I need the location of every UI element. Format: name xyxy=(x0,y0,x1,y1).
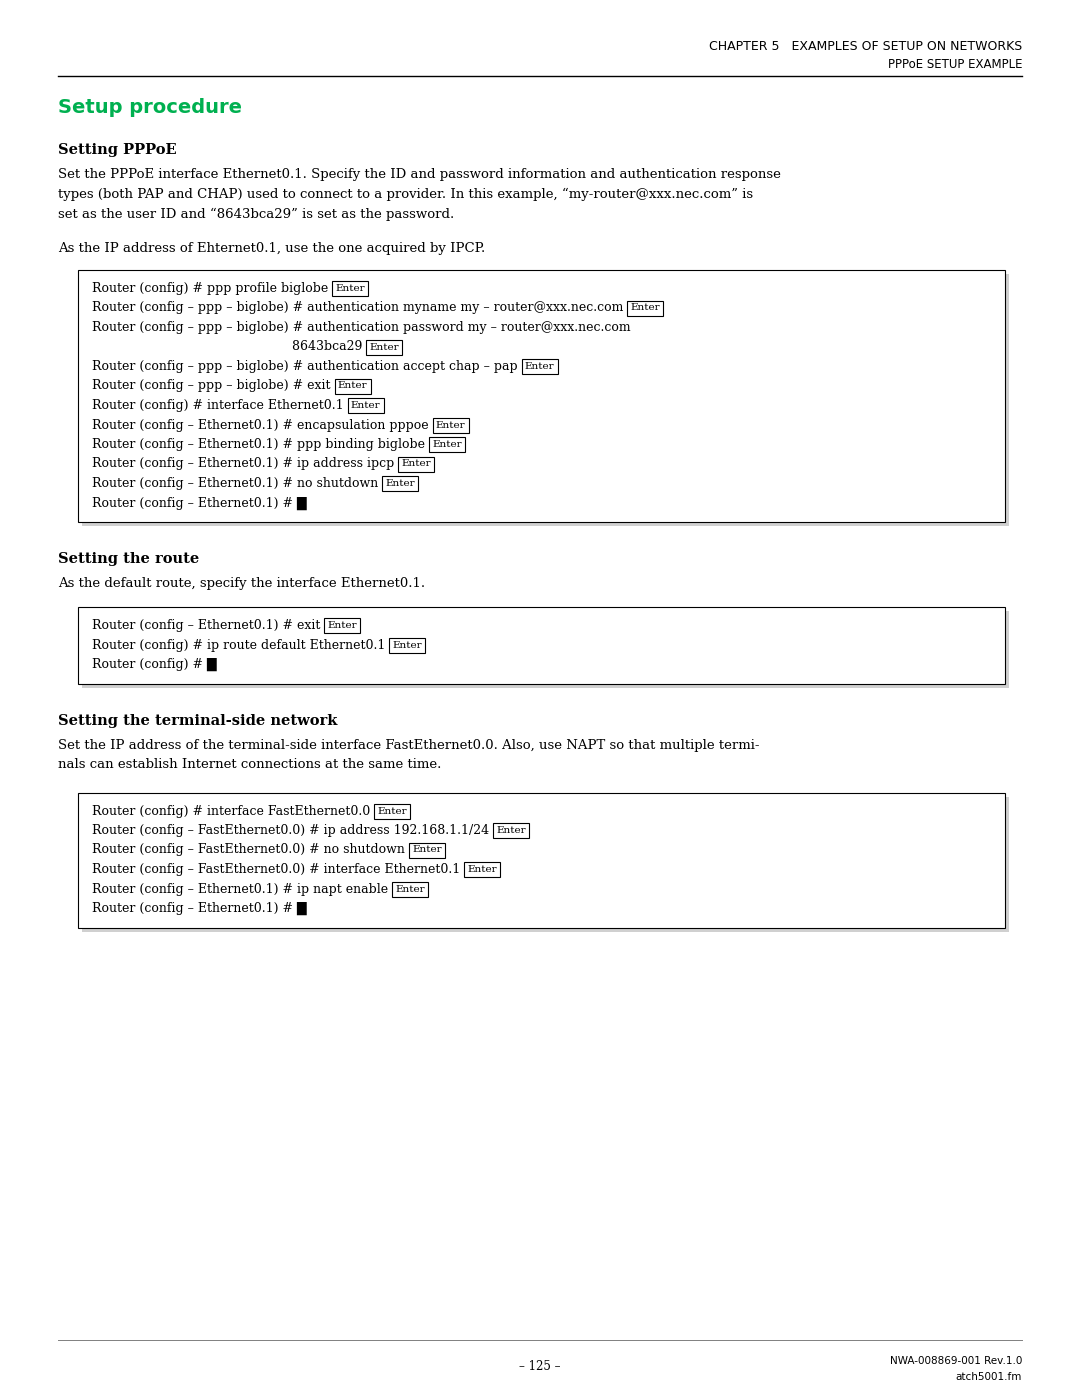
Bar xyxy=(409,842,445,858)
Text: Router (config – FastEthernet0.0) # ip address 192.168.1.1/24: Router (config – FastEthernet0.0) # ip a… xyxy=(92,824,489,837)
Text: Router (config – FastEthernet0.0) # interface Ethernet0.1: Router (config – FastEthernet0.0) # inte… xyxy=(92,863,460,876)
Bar xyxy=(82,796,1009,932)
Text: Router (config – Ethernet0.1) # ip address ipcp: Router (config – Ethernet0.1) # ip addre… xyxy=(92,457,394,471)
Text: Router (config – Ethernet0.1) # exit: Router (config – Ethernet0.1) # exit xyxy=(92,619,321,631)
Text: Router (config) # ip route default Ethernet0.1: Router (config) # ip route default Ether… xyxy=(92,638,386,651)
Text: Router (config – Ethernet0.1) # ip napt enable: Router (config – Ethernet0.1) # ip napt … xyxy=(92,883,388,895)
Text: Router (config – ppp – biglobe) # authentication password my – router@xxx.nec.co: Router (config – ppp – biglobe) # authen… xyxy=(92,321,631,334)
Text: Setting PPPoE: Setting PPPoE xyxy=(58,142,177,156)
Text: Setting the route: Setting the route xyxy=(58,552,199,566)
Bar xyxy=(335,379,370,394)
Text: Enter: Enter xyxy=(377,806,407,816)
Text: atch5001.fm: atch5001.fm xyxy=(956,1372,1022,1382)
Text: types (both PAP and CHAP) used to connect to a provider. In this example, “my-ro: types (both PAP and CHAP) used to connec… xyxy=(58,189,753,201)
Text: Router (config) # ppp profile biglobe: Router (config) # ppp profile biglobe xyxy=(92,282,328,295)
Text: set as the user ID and “8643bca29” is set as the password.: set as the user ID and “8643bca29” is se… xyxy=(58,208,455,221)
Bar xyxy=(333,281,368,296)
Text: Enter: Enter xyxy=(432,440,462,448)
Text: Router (config – Ethernet0.1) # ppp binding biglobe: Router (config – Ethernet0.1) # ppp bind… xyxy=(92,439,426,451)
Bar xyxy=(522,359,557,374)
Text: nals can establish Internet connections at the same time.: nals can establish Internet connections … xyxy=(58,759,442,771)
Text: Enter: Enter xyxy=(402,460,431,468)
Text: Router (config – Ethernet0.1) # encapsulation pppoe: Router (config – Ethernet0.1) # encapsul… xyxy=(92,419,429,432)
Text: Enter: Enter xyxy=(351,401,380,409)
Bar xyxy=(433,418,469,433)
Text: PPPoE SETUP EXAMPLE: PPPoE SETUP EXAMPLE xyxy=(888,59,1022,71)
Text: Enter: Enter xyxy=(468,865,497,875)
Text: Router (config) # interface Ethernet0.1: Router (config) # interface Ethernet0.1 xyxy=(92,400,343,412)
Text: Router (config – Ethernet0.1) # █: Router (config – Ethernet0.1) # █ xyxy=(92,496,307,510)
Text: Router (config – Ethernet0.1) # █: Router (config – Ethernet0.1) # █ xyxy=(92,902,307,915)
Text: Set the PPPoE interface Ethernet0.1. Specify the ID and password information and: Set the PPPoE interface Ethernet0.1. Spe… xyxy=(58,168,781,182)
Text: Enter: Enter xyxy=(395,884,424,894)
Text: NWA-008869-001 Rev.1.0: NWA-008869-001 Rev.1.0 xyxy=(890,1356,1022,1366)
Text: 8643bca29: 8643bca29 xyxy=(92,341,363,353)
Text: – 125 –: – 125 – xyxy=(519,1361,561,1373)
Bar xyxy=(464,862,500,877)
Text: Enter: Enter xyxy=(525,362,554,372)
Text: Enter: Enter xyxy=(369,342,400,352)
Bar xyxy=(429,437,465,453)
Bar xyxy=(366,339,403,355)
Text: Router (config – ppp – biglobe) # authentication myname my – router@xxx.nec.com: Router (config – ppp – biglobe) # authen… xyxy=(92,302,623,314)
Bar xyxy=(78,792,1005,928)
Text: Enter: Enter xyxy=(392,640,422,650)
Text: Enter: Enter xyxy=(336,284,365,293)
Text: Enter: Enter xyxy=(338,381,367,391)
Text: Router (config – ppp – biglobe) # exit: Router (config – ppp – biglobe) # exit xyxy=(92,380,330,393)
Bar xyxy=(627,300,663,316)
Bar xyxy=(392,882,428,897)
Bar xyxy=(82,274,1009,527)
Text: Router (config) # interface FastEthernet0.0: Router (config) # interface FastEthernet… xyxy=(92,805,370,817)
Bar xyxy=(78,608,1005,683)
Text: Router (config – ppp – biglobe) # authentication accept chap – pap: Router (config – ppp – biglobe) # authen… xyxy=(92,360,517,373)
Text: Enter: Enter xyxy=(327,622,357,630)
Bar xyxy=(348,398,383,414)
Text: Enter: Enter xyxy=(631,303,660,313)
Text: Router (config – FastEthernet0.0) # no shutdown: Router (config – FastEthernet0.0) # no s… xyxy=(92,844,405,856)
Bar xyxy=(399,457,434,472)
Text: Enter: Enter xyxy=(497,826,526,835)
Text: Set the IP address of the terminal-side interface FastEthernet0.0. Also, use NAP: Set the IP address of the terminal-side … xyxy=(58,739,759,752)
Text: Setup procedure: Setup procedure xyxy=(58,98,242,117)
Text: Setting the terminal-side network: Setting the terminal-side network xyxy=(58,714,337,728)
Text: Enter: Enter xyxy=(413,845,442,855)
Text: As the IP address of Ehternet0.1, use the one acquired by IPCP.: As the IP address of Ehternet0.1, use th… xyxy=(58,242,485,256)
Bar xyxy=(324,617,361,633)
Text: Enter: Enter xyxy=(386,479,415,488)
Bar xyxy=(82,610,1009,687)
Bar xyxy=(375,803,410,819)
Text: As the default route, specify the interface Ethernet0.1.: As the default route, specify the interf… xyxy=(58,577,426,590)
Bar xyxy=(382,476,418,490)
Bar xyxy=(78,270,1005,522)
Bar xyxy=(494,823,529,838)
Bar xyxy=(390,637,426,652)
Text: Router (config – Ethernet0.1) # no shutdown: Router (config – Ethernet0.1) # no shutd… xyxy=(92,476,378,490)
Text: CHAPTER 5   EXAMPLES OF SETUP ON NETWORKS: CHAPTER 5 EXAMPLES OF SETUP ON NETWORKS xyxy=(708,41,1022,53)
Text: Enter: Enter xyxy=(436,420,465,429)
Text: Router (config) # █: Router (config) # █ xyxy=(92,658,217,671)
